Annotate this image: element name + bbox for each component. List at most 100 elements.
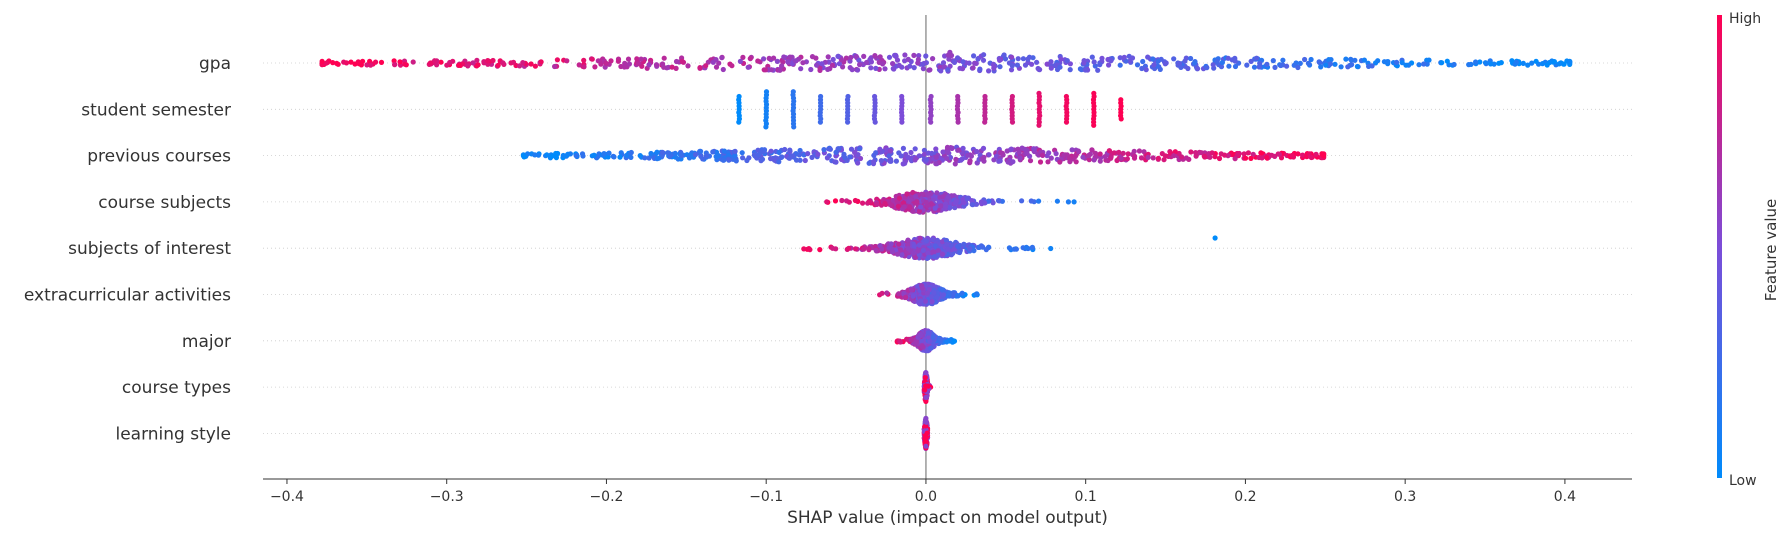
data-point-previous-courses	[1162, 153, 1169, 159]
data-point-subjects-of-interest	[879, 246, 885, 252]
data-point-extracurricular-activities	[941, 292, 947, 298]
feature-label-course-types: course types	[122, 378, 231, 398]
data-point-previous-courses	[698, 148, 704, 154]
data-point-gpa	[840, 64, 846, 70]
data-point-gpa	[1092, 63, 1098, 69]
data-point-course-subjects	[1036, 198, 1042, 204]
data-point-gpa	[1488, 61, 1494, 67]
data-point-previous-courses	[1125, 151, 1131, 157]
data-point-previous-courses	[606, 150, 612, 156]
data-point-previous-courses	[887, 148, 894, 154]
data-point-previous-courses	[768, 148, 774, 154]
data-point-course-subjects	[970, 202, 976, 208]
data-point-major	[927, 338, 933, 344]
data-point-previous-courses	[768, 156, 774, 162]
data-point-gpa	[1302, 56, 1308, 63]
data-point-previous-courses	[1172, 149, 1178, 155]
data-point-gpa	[941, 64, 948, 70]
data-point-course-subjects	[1028, 198, 1034, 204]
data-point-previous-courses	[565, 151, 571, 157]
data-point-subjects-of-interest	[939, 251, 946, 257]
data-point-gpa	[1210, 62, 1216, 68]
data-point-course-subjects	[910, 189, 916, 196]
data-point-extracurricular-activities	[918, 298, 924, 304]
data-point-major	[912, 340, 918, 346]
data-point-gpa	[920, 61, 926, 67]
data-point-previous-courses	[949, 145, 955, 151]
data-point-previous-courses	[740, 155, 746, 161]
data-point-previous-courses	[692, 152, 699, 158]
data-point-major	[897, 339, 904, 345]
data-point-gpa	[720, 66, 726, 73]
data-point-gpa	[945, 67, 951, 73]
data-point-previous-courses	[628, 150, 634, 156]
data-point-previous-courses	[1086, 152, 1092, 158]
data-point-previous-courses	[940, 149, 946, 155]
data-point-student-semester	[1063, 119, 1070, 125]
data-point-extracurricular-activities	[919, 285, 925, 291]
data-point-gpa	[747, 56, 753, 62]
data-point-gpa	[861, 53, 867, 60]
data-point-previous-courses	[1300, 152, 1306, 158]
data-point-gpa	[1232, 58, 1238, 64]
data-point-previous-courses	[1073, 159, 1079, 165]
data-point-gpa	[1297, 60, 1303, 66]
data-point-previous-courses	[1188, 149, 1194, 155]
data-point-gpa	[554, 57, 561, 63]
data-point-gpa	[1048, 65, 1054, 71]
data-point-subjects-of-interest	[915, 247, 921, 254]
data-point-previous-courses	[1008, 146, 1014, 152]
data-point-gpa	[1477, 59, 1483, 65]
data-point-course-subjects	[824, 199, 830, 205]
data-point-course-subjects	[1019, 198, 1025, 204]
data-point-gpa	[1529, 60, 1535, 66]
data-point-previous-courses	[815, 151, 821, 157]
data-point-previous-courses	[1295, 151, 1301, 157]
data-point-previous-courses	[1202, 154, 1208, 160]
data-point-extracurricular-activities	[959, 290, 965, 296]
data-point-gpa	[1264, 61, 1270, 67]
data-point-gpa	[997, 57, 1003, 63]
data-point-previous-courses	[1212, 154, 1218, 160]
data-point-previous-courses	[1005, 159, 1011, 165]
data-point-gpa	[470, 60, 476, 66]
x-tick-label: −0.1	[749, 489, 783, 505]
data-point-previous-courses	[916, 153, 922, 159]
data-point-course-subjects	[874, 201, 880, 207]
data-point-subjects-of-interest	[945, 246, 951, 252]
data-point-previous-courses	[997, 158, 1003, 164]
data-point-previous-courses	[654, 149, 660, 155]
data-point-previous-courses	[953, 156, 959, 162]
data-point-gpa	[980, 57, 987, 63]
data-point-course-subjects	[986, 198, 992, 204]
data-point-gpa	[1385, 59, 1391, 65]
data-point-gpa	[740, 54, 746, 61]
data-point-gpa	[945, 52, 951, 58]
data-point-gpa	[835, 53, 841, 59]
data-point-gpa	[434, 62, 440, 68]
data-point-gpa	[465, 63, 471, 69]
data-point-gpa	[957, 65, 963, 71]
data-point-subjects-of-interest	[931, 254, 938, 260]
data-point-gpa	[716, 60, 722, 66]
data-point-gpa	[911, 52, 917, 59]
data-point-gpa	[485, 58, 491, 64]
data-point-subjects-of-interest	[1013, 246, 1020, 252]
data-point-gpa	[1556, 61, 1562, 67]
data-point-subjects-of-interest	[1006, 245, 1013, 251]
data-point-previous-courses	[710, 149, 716, 155]
data-point-gpa	[1225, 55, 1231, 61]
data-point-gpa	[920, 66, 927, 72]
data-point-previous-courses	[659, 149, 666, 155]
colorbar-title: Feature value	[1762, 199, 1780, 301]
data-point-subjects-of-interest	[916, 242, 923, 248]
data-point-previous-courses	[824, 155, 831, 161]
data-point-gpa	[792, 58, 798, 64]
data-point-gpa	[669, 64, 675, 70]
data-point-gpa	[490, 57, 496, 64]
data-point-previous-courses	[771, 157, 778, 163]
data-point-previous-courses	[923, 157, 930, 163]
data-point-gpa	[517, 63, 523, 69]
data-point-previous-courses	[866, 160, 872, 166]
data-point-gpa	[1482, 60, 1489, 66]
